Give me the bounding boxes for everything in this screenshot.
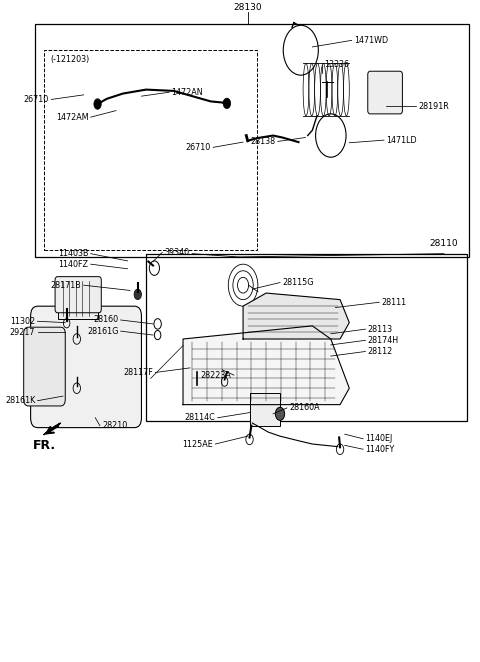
Text: 28160: 28160 <box>93 316 119 324</box>
Text: 28191R: 28191R <box>419 101 449 111</box>
Text: 11403B: 11403B <box>58 249 88 258</box>
Text: 28161K: 28161K <box>5 396 35 405</box>
Text: 28223A: 28223A <box>201 371 231 379</box>
FancyBboxPatch shape <box>31 307 142 428</box>
Text: 1140EJ: 1140EJ <box>365 434 393 444</box>
Text: 11302: 11302 <box>10 317 35 326</box>
Polygon shape <box>243 293 349 339</box>
Bar <box>250 393 280 426</box>
Text: 28111: 28111 <box>382 298 407 307</box>
Text: 28114C: 28114C <box>185 413 216 422</box>
Text: 26710: 26710 <box>185 143 211 152</box>
Text: 26710: 26710 <box>24 95 49 104</box>
Text: 28174H: 28174H <box>368 336 399 345</box>
Text: 28110: 28110 <box>429 240 458 248</box>
Text: 28112: 28112 <box>368 347 393 356</box>
Text: 28130: 28130 <box>233 3 262 12</box>
FancyBboxPatch shape <box>24 327 65 406</box>
Text: 29217: 29217 <box>10 328 35 337</box>
Text: 28171B: 28171B <box>51 281 82 290</box>
Circle shape <box>94 99 101 109</box>
Bar <box>146 254 467 421</box>
Circle shape <box>223 98 230 109</box>
Text: 28113: 28113 <box>368 324 393 334</box>
Text: 1471LD: 1471LD <box>386 136 417 144</box>
Polygon shape <box>183 326 349 404</box>
Bar <box>35 24 469 257</box>
Bar <box>45 50 257 250</box>
Text: 13336: 13336 <box>324 60 349 69</box>
Circle shape <box>276 407 285 420</box>
Polygon shape <box>44 423 60 435</box>
Text: 28161G: 28161G <box>87 326 119 336</box>
Text: 1140FZ: 1140FZ <box>59 260 88 269</box>
Text: 1472AN: 1472AN <box>171 88 203 97</box>
Text: 28138: 28138 <box>250 137 276 146</box>
Text: 28117F: 28117F <box>123 368 153 377</box>
Circle shape <box>134 289 142 300</box>
Bar <box>59 283 97 319</box>
Text: 28160A: 28160A <box>289 403 320 412</box>
Text: 39340: 39340 <box>165 248 190 257</box>
Text: 28115G: 28115G <box>282 278 314 287</box>
FancyBboxPatch shape <box>55 277 101 312</box>
Text: 1140FY: 1140FY <box>365 445 395 453</box>
Text: 1125AE: 1125AE <box>182 440 213 449</box>
Text: (-121203): (-121203) <box>50 56 89 64</box>
Text: 1471WD: 1471WD <box>354 36 388 45</box>
Text: 1472AM: 1472AM <box>56 113 88 122</box>
FancyBboxPatch shape <box>368 71 402 114</box>
Text: 28210: 28210 <box>102 421 128 430</box>
Text: FR.: FR. <box>33 439 56 451</box>
